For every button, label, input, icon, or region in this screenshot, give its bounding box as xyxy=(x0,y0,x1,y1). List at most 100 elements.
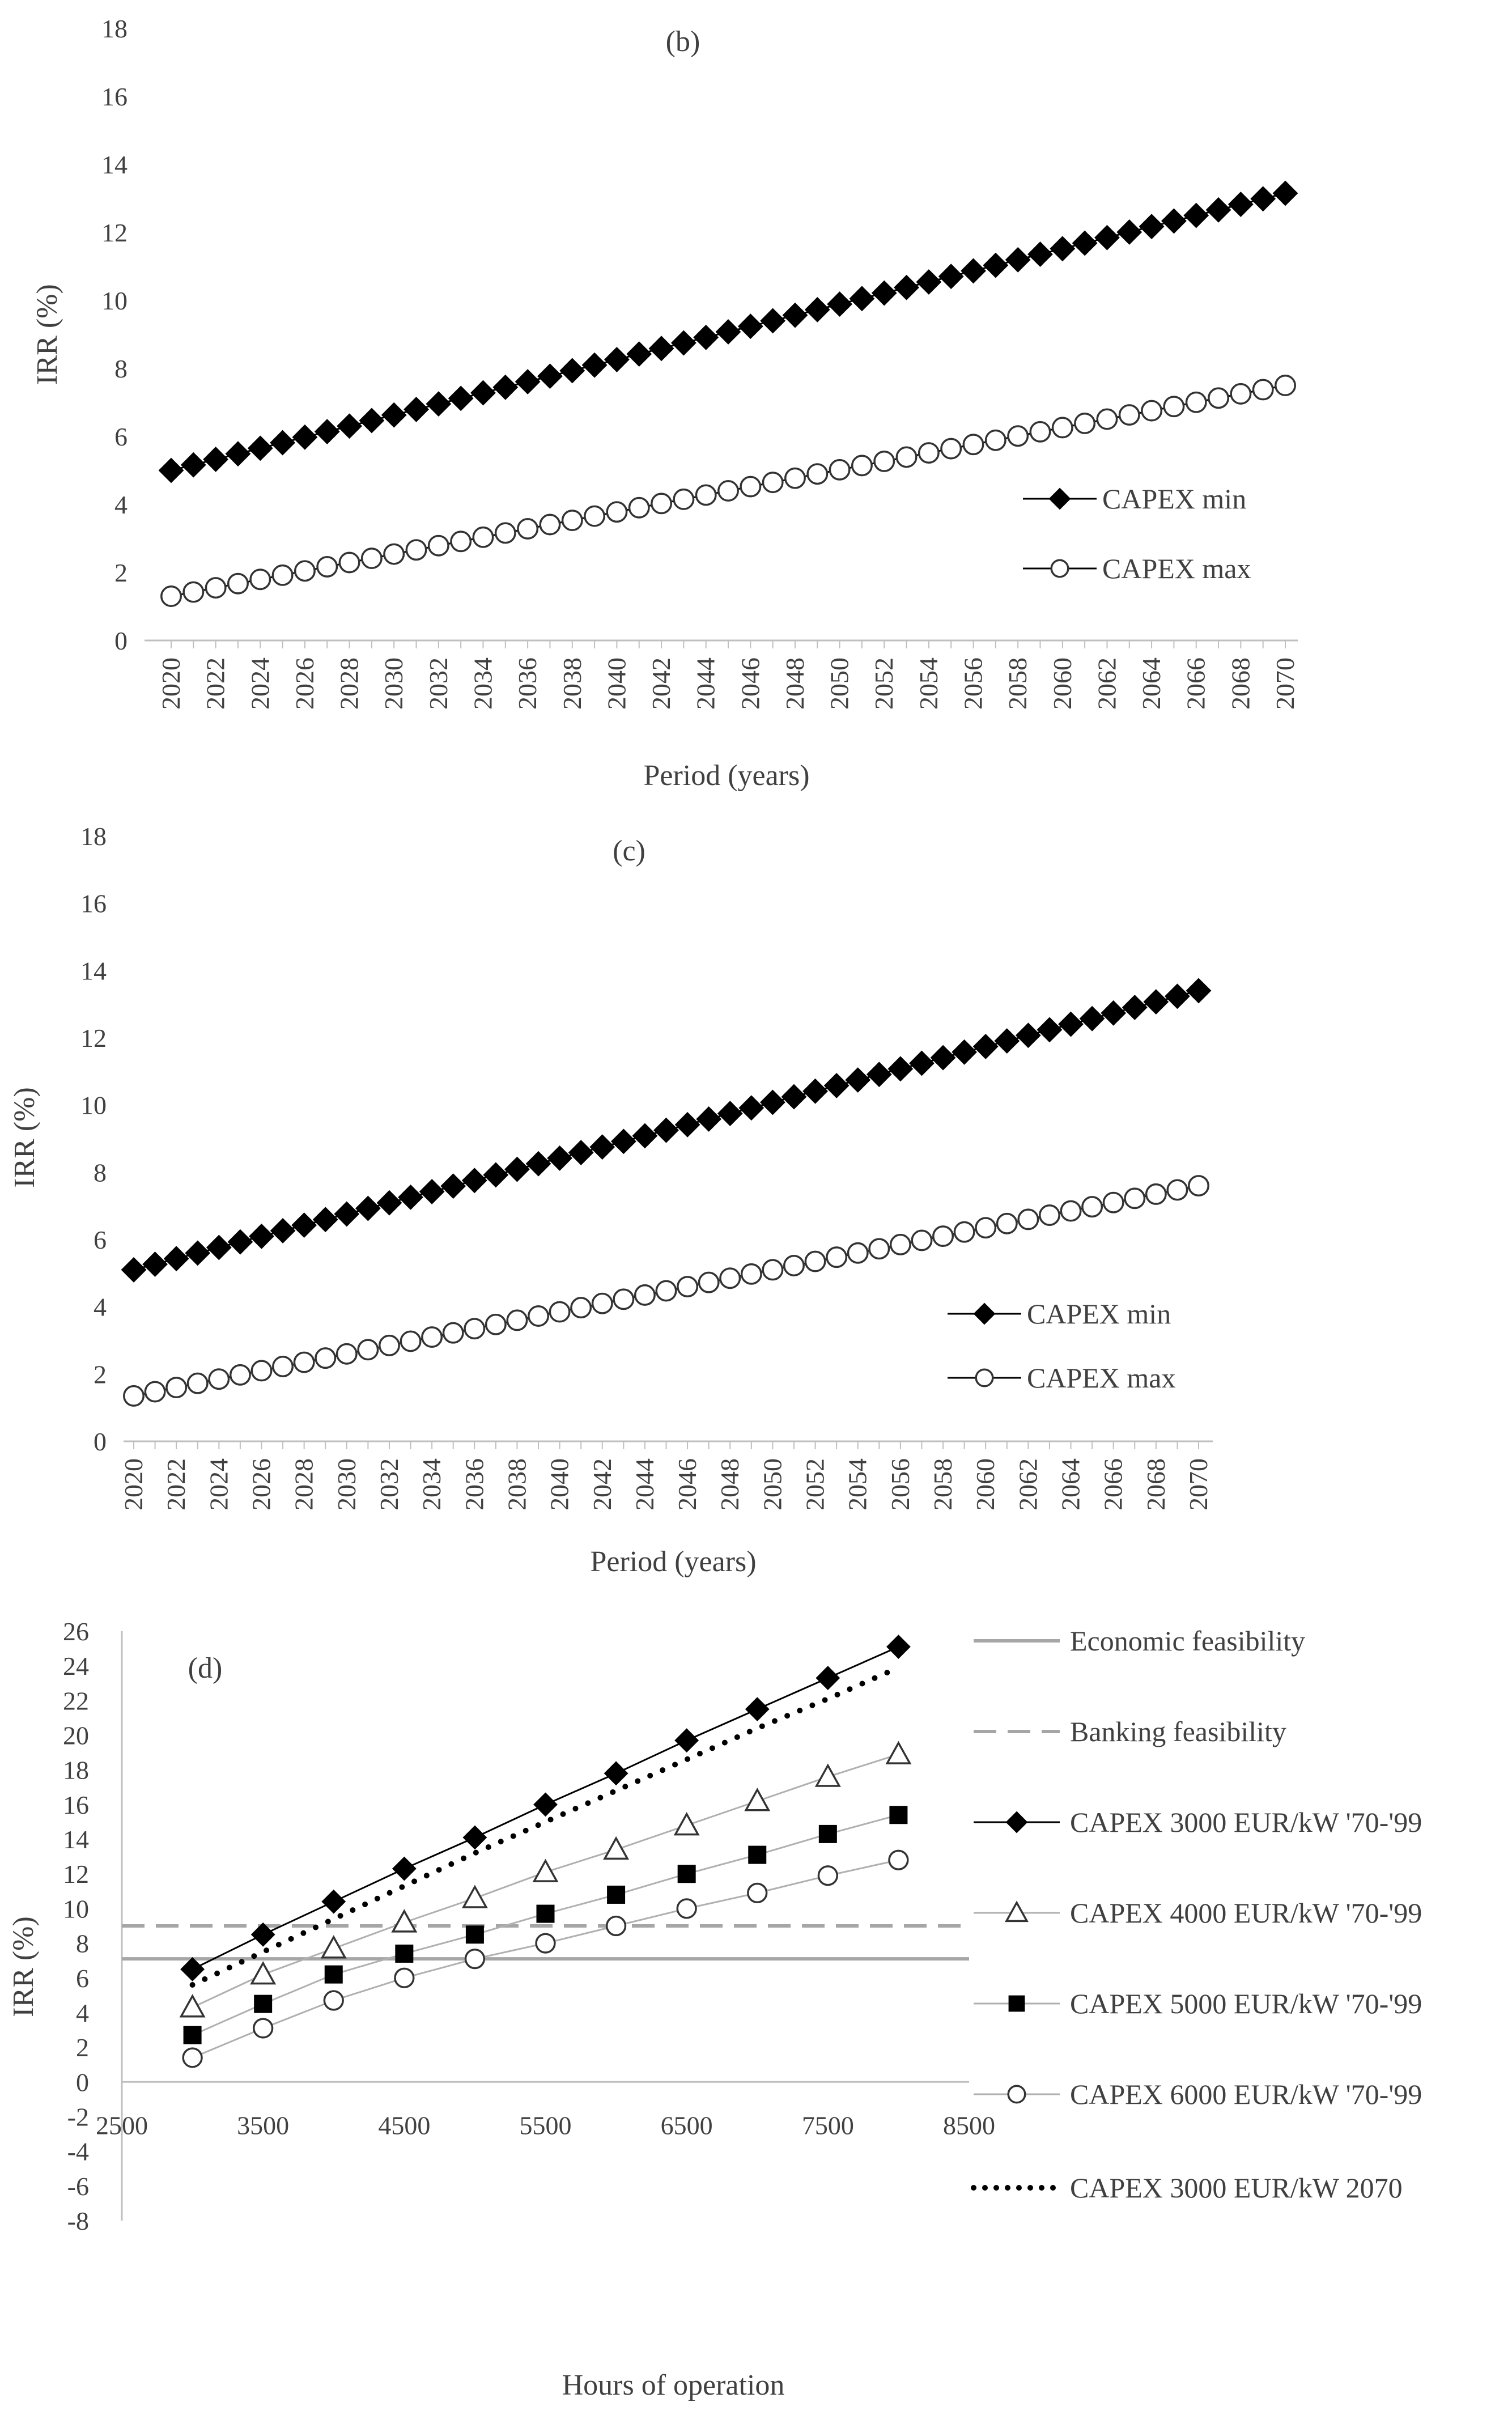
data-point xyxy=(314,419,340,444)
data-point xyxy=(909,1050,935,1076)
x-tick-label: 2054 xyxy=(843,1458,872,1510)
data-point xyxy=(183,2026,202,2044)
data-point xyxy=(674,1728,699,1753)
data-point xyxy=(651,493,673,515)
x-tick-label: 2042 xyxy=(647,657,676,710)
series-2 xyxy=(183,1806,908,2044)
x-tick-label: 2022 xyxy=(162,1458,190,1510)
x-tick-label: 2042 xyxy=(588,1458,617,1510)
data-point xyxy=(607,1885,626,1904)
data-point xyxy=(1007,425,1029,447)
x-tick-label: 2058 xyxy=(1003,657,1032,710)
data-point xyxy=(559,358,585,384)
y-tick-label: 12 xyxy=(101,218,128,247)
x-tick-label: 2034 xyxy=(468,657,497,710)
y-tick-label: 0 xyxy=(94,1427,107,1456)
data-point xyxy=(250,1922,275,1947)
data-point xyxy=(747,1882,768,1904)
y-tick-label: -6 xyxy=(67,2172,89,2201)
data-point xyxy=(525,1151,551,1177)
x-tick-label: 2500 xyxy=(96,2111,148,2140)
x-tick-label: 2060 xyxy=(971,1458,1000,1510)
data-point xyxy=(1005,247,1031,273)
data-point xyxy=(206,1234,232,1261)
data-point xyxy=(272,1356,294,1377)
data-point xyxy=(802,1078,828,1104)
y-tick-label: 12 xyxy=(80,1024,107,1053)
data-point xyxy=(953,1221,975,1243)
data-point xyxy=(360,548,383,570)
series-1 xyxy=(179,1741,912,2018)
x-tick-label: 2020 xyxy=(156,657,185,710)
series-capex-min xyxy=(158,180,1298,483)
data-point xyxy=(144,1381,166,1403)
data-point xyxy=(762,472,784,494)
data-point xyxy=(293,1351,315,1373)
x-axis-title: Hours of operation xyxy=(562,2369,785,2401)
data-point xyxy=(748,1845,767,1864)
y-tick-label: 4 xyxy=(114,490,128,519)
x-tick-label: 2046 xyxy=(736,657,765,710)
x-tick-label: 2050 xyxy=(758,1458,787,1510)
data-point xyxy=(889,1233,911,1255)
y-tick-label: 22 xyxy=(63,1686,89,1715)
data-point xyxy=(918,442,940,464)
data-point xyxy=(185,1240,211,1266)
y-tick-label: -4 xyxy=(67,2137,89,2166)
y-tick-label: 4 xyxy=(76,1998,89,2027)
data-point xyxy=(895,446,918,468)
data-point xyxy=(203,447,229,472)
data-point xyxy=(163,1246,189,1272)
data-point xyxy=(961,258,986,284)
x-tick-label: 2064 xyxy=(1137,657,1166,710)
data-point xyxy=(851,455,873,477)
x-tick-label: 2046 xyxy=(673,1458,702,1510)
data-point xyxy=(655,1280,677,1302)
x-tick-label: 2040 xyxy=(545,1458,574,1510)
y-tick-label: 18 xyxy=(80,822,107,851)
data-point xyxy=(123,1385,145,1407)
x-tick-label: 6500 xyxy=(661,2111,713,2140)
x-tick-label: 2068 xyxy=(1226,657,1255,710)
data-point xyxy=(930,1045,956,1071)
data-point xyxy=(1230,383,1252,405)
data-point xyxy=(1275,375,1296,396)
data-point xyxy=(610,1128,636,1155)
x-tick-label: 2064 xyxy=(1056,1458,1085,1510)
x-tick-label: 2040 xyxy=(602,657,631,710)
data-point xyxy=(570,1297,592,1319)
data-point xyxy=(450,531,472,553)
data-point xyxy=(1102,1191,1124,1213)
data-point xyxy=(464,1318,486,1340)
data-point xyxy=(581,352,608,378)
x-tick-label: 2052 xyxy=(869,657,898,710)
data-point xyxy=(589,1134,615,1160)
data-point xyxy=(1143,989,1169,1015)
chart-panel-b: 0 2 4 6 8 10 12 14 16 18 2020 2022 2024 2026 2028 2030 2… xyxy=(31,14,1299,792)
data-point xyxy=(535,1933,556,1954)
y-tick-label: 12 xyxy=(63,1860,89,1888)
data-point xyxy=(994,1028,1020,1054)
legend-label: CAPEX min xyxy=(1027,1298,1171,1330)
data-point xyxy=(376,1190,402,1216)
data-point xyxy=(528,1305,549,1327)
x-tick-label: 2062 xyxy=(1013,1458,1042,1510)
data-point xyxy=(549,1301,571,1323)
data-point xyxy=(383,543,405,565)
data-point xyxy=(182,2047,203,2068)
data-point xyxy=(142,1251,168,1277)
x-tick-label: 2066 xyxy=(1182,657,1211,710)
y-axis-title: IRR (%) xyxy=(7,1916,40,2017)
data-point xyxy=(1165,983,1190,1009)
data-point xyxy=(1208,387,1230,409)
data-point xyxy=(737,313,763,339)
data-point xyxy=(887,1056,914,1082)
data-point xyxy=(249,1223,274,1249)
data-point xyxy=(312,1207,338,1233)
x-tick-label: 2036 xyxy=(513,657,542,710)
data-point xyxy=(180,1957,205,1981)
data-point xyxy=(996,1212,1018,1234)
data-point xyxy=(591,1292,613,1314)
legend-marker xyxy=(975,1368,994,1387)
data-point xyxy=(404,397,429,422)
